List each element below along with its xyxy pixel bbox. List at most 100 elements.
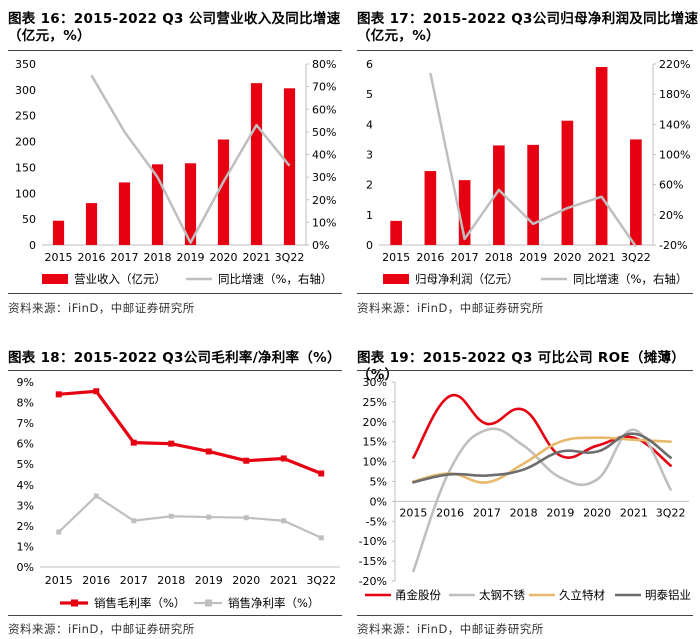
growth-line: [429, 72, 637, 248]
x-tick-label: 3Q22: [306, 574, 336, 587]
chart16-title-line1: 图表 16：2015-2022 Q3 公司营业收入及同比增速: [8, 11, 341, 27]
legend-label-2: 久立特材: [559, 588, 605, 602]
x-tick-label: 2020: [553, 251, 581, 264]
y-right-tick-label: 0%: [312, 239, 329, 252]
x-tick-label: 2020: [210, 251, 238, 264]
growth-line: [90, 74, 291, 244]
x-tick-label: 2019: [177, 251, 205, 264]
roe-line-0: [412, 393, 672, 467]
y-left-tick-label: 100: [15, 187, 36, 200]
chart18-title-line1: 图表 18：2015-2022 Q3公司毛利率/净利率（%）: [8, 350, 341, 366]
x-tick-label: 2021: [243, 251, 271, 264]
legend-label-0: 甬金股份: [395, 588, 441, 602]
bar-2018: [151, 164, 164, 245]
y-left-tick-label: 250: [15, 110, 36, 123]
y-tick-label: -5%: [366, 515, 387, 528]
legend-label-1: 太钢不锈: [479, 588, 525, 602]
y-right-tick-label: 70%: [312, 81, 336, 94]
chart18-title: 图表 18：2015-2022 Q3公司毛利率/净利率（%）: [8, 350, 341, 367]
x-tick-label: 2015: [45, 574, 73, 587]
legend-label-0: 销售毛利率（%）: [94, 596, 185, 610]
bar-2021: [595, 67, 608, 245]
y-right-tick-label: 10%: [312, 216, 336, 229]
series-line-0: [58, 389, 322, 475]
x-tick-label: 2020: [583, 506, 611, 519]
x-tick-label: 2021: [588, 251, 616, 264]
x-tick-label: 2015: [382, 251, 410, 264]
net-profit-chart: 0 1 2 3 4 5 6 -20% 20% 60% 100% 140% 180% 220% 2015 201…: [366, 58, 690, 286]
bar-2019: [527, 144, 539, 245]
chart17-source: 资料来源：iFinD，中邮证券研究所: [357, 301, 544, 315]
x-tick-label: 2018: [485, 251, 513, 264]
y-left-tick-label: 200: [15, 136, 36, 149]
y-tick-label: 6%: [17, 438, 34, 451]
series-marker-3Q22: [318, 535, 324, 541]
y-left-tick-label: 2: [366, 179, 373, 192]
y-right-tick-label: 50%: [312, 126, 336, 139]
x-tick-label: 3Q22: [621, 251, 651, 264]
roe-chart: -20% -15% -10% -5% 0% 5% 10% 15% 20% 25% 30% 2015 20…: [359, 376, 691, 602]
x-tick-label: 2017: [473, 506, 501, 519]
y-left-tick-label: 4: [366, 118, 373, 131]
y-right-tick-label: 20%: [312, 194, 336, 207]
x-tick-label: 2019: [195, 574, 223, 587]
y-tick-label: -15%: [359, 555, 387, 568]
x-tick-label: 3Q22: [275, 251, 305, 264]
y-tick-label: 1%: [17, 540, 34, 553]
y-right-tick-label: 220%: [659, 58, 690, 71]
chart17-top-rule: [357, 50, 693, 51]
x-tick-label: 2016: [436, 506, 464, 519]
x-tick-label: 2018: [157, 574, 185, 587]
revenue-chart: 0 50 100 150 200 250 300 350 0% 10% 20% 30% 40% 50% 60…: [15, 58, 336, 286]
bar-2021: [250, 83, 263, 246]
roe-line-3: [412, 432, 672, 484]
chart16-top-rule: [8, 50, 342, 51]
chart17-title: 图表 17：2015-2022 Q3公司归母净利润及同比增速 （亿元，%）: [357, 11, 698, 45]
y-tick-label: 9%: [17, 376, 34, 389]
y-tick-label: 4%: [17, 479, 34, 492]
legend-marker-1: [205, 599, 212, 607]
x-tick-label: 2020: [232, 574, 260, 587]
x-tick-label: 2017: [120, 574, 148, 587]
y-right-tick-label: -20%: [659, 239, 687, 252]
y-tick-label: -10%: [359, 535, 387, 548]
y-right-tick-label: 180%: [659, 88, 690, 101]
chart19-source: 资料来源：iFinD，中邮证券研究所: [357, 622, 544, 636]
chart18-top-rule: [8, 370, 342, 371]
x-tick-label: 2016: [416, 251, 444, 264]
y-right-tick-label: 100%: [659, 149, 690, 162]
legend-bar-label: 归母净利润（亿元）: [415, 272, 519, 286]
chart19-bottom-rule: [357, 615, 693, 616]
legend-bar-swatch: [383, 274, 409, 284]
legend-bar-swatch: [42, 274, 68, 284]
bar-2018: [493, 145, 505, 245]
series-marker-2021: [281, 518, 287, 524]
series-marker-2019: [205, 448, 212, 455]
y-tick-label: 10%: [363, 456, 387, 469]
legend-line-label: 同比增速（%，右轴）: [573, 272, 687, 286]
x-tick-label: 2015: [45, 251, 73, 264]
y-tick-label: 25%: [363, 396, 387, 409]
y-left-tick-label: 6: [366, 58, 373, 71]
y-tick-label: 20%: [363, 416, 387, 429]
y-tick-label: 5%: [17, 458, 34, 471]
legend-bar-label: 营业收入（亿元）: [74, 272, 166, 286]
y-right-tick-label: 140%: [659, 118, 690, 131]
y-right-tick-label: 80%: [312, 58, 336, 71]
series-marker-2016: [93, 493, 99, 499]
chart18-source: 资料来源：iFinD，中邮证券研究所: [8, 622, 195, 636]
x-tick-label: 2019: [519, 251, 547, 264]
x-tick-label: 2018: [144, 251, 172, 264]
series-marker-2020: [243, 457, 250, 464]
bar-2020: [561, 120, 574, 245]
y-tick-label: 0%: [370, 495, 387, 508]
bar-2015: [390, 220, 402, 245]
x-tick-label: 3Q22: [656, 506, 686, 519]
y-left-tick-label: 150: [15, 161, 36, 174]
chart19-title-line1: 图表 19：2015-2022 Q3 可比公司 ROE（摊薄）（%）: [357, 350, 686, 383]
chart17-title-line1: 图表 17：2015-2022 Q3公司归母净利润及同比增速: [357, 11, 699, 27]
y-left-tick-label: 50: [22, 213, 36, 226]
bar-2016: [85, 203, 98, 245]
y-tick-label: 5%: [370, 476, 387, 489]
bar-3Q22: [630, 139, 642, 245]
